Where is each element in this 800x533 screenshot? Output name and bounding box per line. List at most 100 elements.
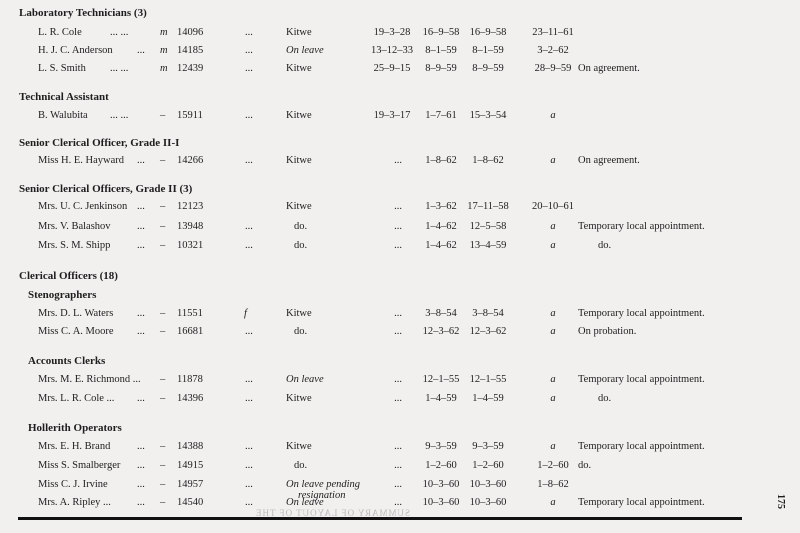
leader-dots: ... bbox=[245, 460, 253, 471]
date-of-birth: ... bbox=[394, 393, 402, 404]
date-of-birth: ... bbox=[394, 155, 402, 166]
leader-dots: ... bbox=[137, 479, 145, 490]
date-first-appointment: 10–3–60 bbox=[422, 479, 460, 490]
date-present-appointment: 8–9–59 bbox=[472, 63, 504, 74]
section-heading: Hollerith Operators bbox=[28, 422, 122, 434]
sex-marker: – bbox=[160, 308, 166, 319]
date-of-birth: ... bbox=[394, 308, 402, 319]
date-present-appointment: 12–1–55 bbox=[469, 374, 507, 385]
remarks: On agreement. bbox=[578, 155, 640, 166]
section-heading: Senior Clerical Officers, Grade II (3) bbox=[19, 183, 193, 195]
remarks: Temporary local appointment. bbox=[578, 308, 705, 319]
staff-number: 16681 bbox=[177, 326, 204, 337]
bleed-through-text: SUMMARY OF LAYOUT OF THE bbox=[255, 508, 411, 518]
leader-dots: ... bbox=[137, 45, 145, 56]
leader-dots: ... bbox=[245, 221, 253, 232]
employee-name: H. J. C. Anderson bbox=[38, 45, 113, 56]
staff-number: 11878 bbox=[177, 374, 203, 385]
employee-name: Mrs. V. Balashov bbox=[38, 221, 111, 232]
leader-dots: ... ... bbox=[110, 110, 129, 121]
remarks: Temporary local appointment. bbox=[578, 374, 705, 385]
employee-name: Miss S. Smalberger bbox=[38, 460, 121, 471]
bottom-rule bbox=[18, 517, 742, 520]
sex-marker: – bbox=[160, 460, 166, 471]
date-first-appointment: 12–3–62 bbox=[422, 326, 460, 337]
employee-name: Mrs. L. R. Cole ... bbox=[38, 393, 115, 404]
sex-marker: – bbox=[160, 326, 166, 337]
station: Kitwe bbox=[286, 63, 312, 74]
employee-name: Mrs. D. L. Waters bbox=[38, 308, 114, 319]
date-of-birth: 13–12–33 bbox=[371, 45, 413, 56]
date-column-4: a bbox=[550, 240, 556, 251]
section-heading: Stenographers bbox=[28, 289, 97, 301]
sex-marker: – bbox=[160, 110, 166, 121]
sex-marker: m bbox=[160, 45, 168, 56]
staff-number: 14540 bbox=[177, 497, 204, 508]
leader-dots: ... bbox=[245, 479, 253, 490]
section-heading: Laboratory Technicians (3) bbox=[19, 7, 147, 19]
sex-marker: – bbox=[160, 201, 166, 212]
station: On leave bbox=[286, 374, 324, 385]
sex-marker: – bbox=[160, 497, 166, 508]
leader-dots: ... ... bbox=[110, 27, 129, 38]
date-column-4: 1–8–62 bbox=[537, 479, 569, 490]
employee-name: B. Walubita bbox=[38, 110, 88, 121]
station: Kitwe bbox=[286, 308, 312, 319]
date-present-appointment: 8–1–59 bbox=[472, 45, 504, 56]
station: do. bbox=[294, 240, 308, 251]
leader-dots: ... bbox=[137, 240, 145, 251]
date-column-4: a bbox=[550, 308, 556, 319]
sex-marker-f: f bbox=[244, 308, 247, 319]
staff-number: 14266 bbox=[177, 155, 204, 166]
date-present-appointment: 10–3–60 bbox=[469, 479, 507, 490]
leader-dots: ... bbox=[245, 441, 253, 452]
leader-dots: ... bbox=[245, 374, 253, 385]
leader-dots: ... bbox=[245, 27, 253, 38]
remarks: do. bbox=[578, 460, 592, 471]
date-of-birth: ... bbox=[394, 374, 402, 385]
date-present-appointment: 1–8–62 bbox=[472, 155, 504, 166]
staff-number: 14185 bbox=[177, 45, 204, 56]
date-column-4: a bbox=[550, 393, 556, 404]
station: do. bbox=[294, 326, 308, 337]
employee-name: L. R. Cole bbox=[38, 27, 82, 38]
station: Kitwe bbox=[286, 393, 312, 404]
station: Kitwe bbox=[286, 441, 312, 452]
date-column-4: a bbox=[550, 155, 556, 166]
remarks: On probation. bbox=[578, 326, 637, 337]
date-column-4: 1–2–60 bbox=[537, 460, 569, 471]
leader-dots: ... ... bbox=[110, 63, 129, 74]
leader-dots: ... bbox=[137, 460, 145, 471]
date-present-appointment: 17–11–58 bbox=[467, 201, 509, 212]
date-of-birth: ... bbox=[394, 240, 402, 251]
date-present-appointment: 12–3–62 bbox=[469, 326, 507, 337]
leader-dots: ... bbox=[137, 155, 145, 166]
leader-dots: ... bbox=[245, 393, 253, 404]
date-present-appointment: 1–4–59 bbox=[472, 393, 504, 404]
staff-number: 14396 bbox=[177, 393, 204, 404]
leader-dots: ... bbox=[245, 45, 253, 56]
remarks: do. bbox=[598, 240, 612, 251]
section-heading: Accounts Clerks bbox=[28, 355, 106, 367]
section-heading: Clerical Officers (18) bbox=[19, 270, 118, 282]
sex-marker: – bbox=[160, 240, 166, 251]
remarks: do. bbox=[598, 393, 612, 404]
section-heading: Senior Clerical Officer, Grade II-I bbox=[19, 137, 180, 149]
station: Kitwe bbox=[286, 110, 312, 121]
sex-marker: – bbox=[160, 221, 166, 232]
date-first-appointment: 12–1–55 bbox=[422, 374, 460, 385]
employee-name: Mrs. E. H. Brand bbox=[38, 441, 111, 452]
staff-number: 14096 bbox=[177, 27, 204, 38]
station-line2: resignation bbox=[298, 490, 346, 501]
leader-dots: ... bbox=[137, 308, 145, 319]
sex-marker: – bbox=[160, 155, 166, 166]
leader-dots: ... bbox=[245, 326, 253, 337]
staff-number: 12123 bbox=[177, 201, 204, 212]
employee-name: Miss C. J. Irvine bbox=[38, 479, 108, 490]
employee-name: Mrs. U. C. Jenkinson bbox=[38, 201, 128, 212]
leader-dots: ... bbox=[137, 497, 145, 508]
leader-dots: ... bbox=[245, 497, 253, 508]
date-present-appointment: 13–4–59 bbox=[469, 240, 507, 251]
date-present-appointment: 3–8–54 bbox=[472, 308, 504, 319]
staff-number: 10321 bbox=[177, 240, 204, 251]
